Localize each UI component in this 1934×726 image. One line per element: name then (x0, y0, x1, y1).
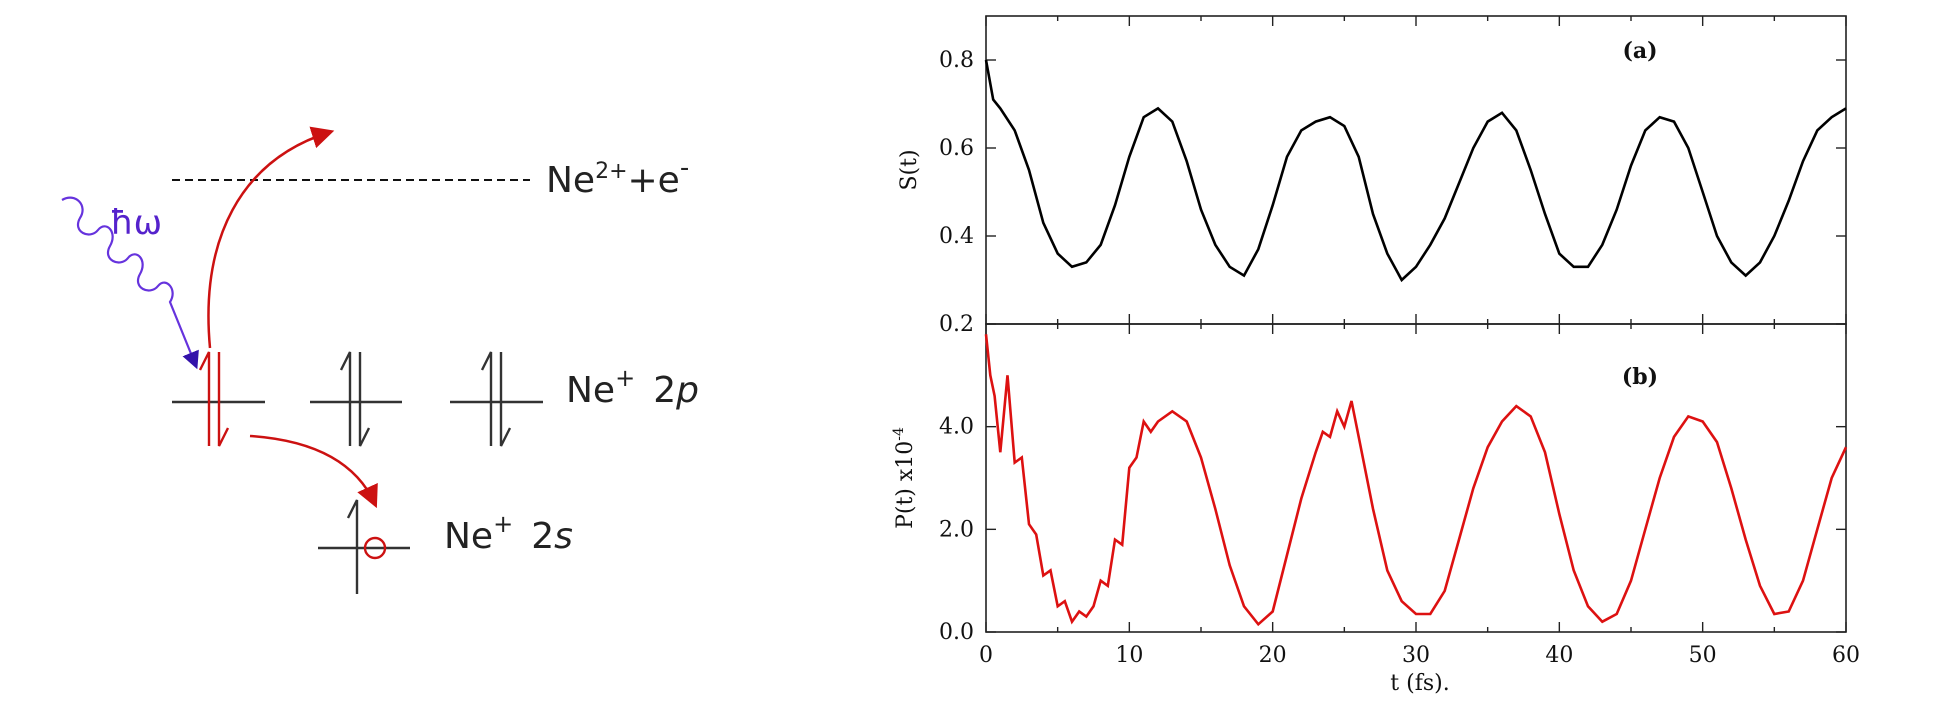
y-tick-label: 0.8 (939, 48, 974, 73)
x-tick-label: 20 (1259, 643, 1287, 668)
continuum-join: +e (628, 160, 680, 201)
panel-b-ytick-labels: 0.0 2.0 4.0 (939, 415, 974, 645)
panel-b-series-line (984, 334, 1848, 627)
panel-b-xlabel: t (fs). (1390, 671, 1449, 696)
continuum-base: Ne (546, 160, 595, 201)
panel-b-frame (985, 323, 1847, 633)
y-tick-label: 0.4 (939, 224, 974, 249)
panel-a: 0.2 0.4 0.6 0.8 (a) S(t) (897, 15, 1847, 337)
x-tick-label: 10 (1115, 643, 1143, 668)
plot-panels: 0.2 0.4 0.6 0.8 (a) S(t) 0.0 2.0 4.0 0 10 20 30 4… (891, 15, 1860, 696)
level-2s-orbital-letter: s (554, 516, 573, 557)
panel-b-ylabel: P(t) x10-4 (891, 427, 918, 529)
level-2s-orbital-num: 2 (531, 516, 554, 557)
x-tick-label: 40 (1545, 643, 1573, 668)
photon-label: ħω (110, 203, 162, 243)
spin-down-arrow-icon (217, 352, 230, 447)
level-2s-base: Ne (444, 516, 493, 557)
level-2p-orbital-letter: p (675, 370, 699, 411)
x-tick-label: 60 (1832, 643, 1860, 668)
panel-b: 0.0 2.0 4.0 0 10 20 30 40 50 60 (b) P(t) x10-4 t… (891, 323, 1860, 696)
y-tick-label: 4.0 (939, 415, 974, 440)
level-2p-orbital-num: 2 (653, 370, 676, 411)
hole-transfer-arrow-icon (249, 434, 378, 509)
x-tick-label: 50 (1689, 643, 1717, 668)
spin-up-arrow-icon (198, 351, 211, 446)
panel-a-series-line (984, 59, 1847, 283)
y-tick-label: 0.2 (939, 312, 974, 337)
panel-a-ticks (985, 16, 1847, 325)
spin-down-arrow-icon (499, 352, 512, 447)
panel-a-frame (985, 15, 1847, 325)
energy-level-diagram: Ne2++e- ħω Ne+ 2p Ne+ 2s (61, 126, 699, 594)
panel-a-ylabel: S(t) (897, 149, 922, 190)
panel-b-ticks (985, 324, 1847, 633)
continuum-label: Ne2++e- (546, 153, 689, 201)
spin-up-arrow-icon (480, 351, 493, 446)
spin-up-arrow-icon (346, 499, 359, 594)
wavy-photon-arrow-icon (61, 196, 199, 370)
level-2p-base: Ne (566, 370, 615, 411)
level-2s-label: Ne+ 2s (444, 510, 573, 557)
hole-circle-icon (363, 536, 387, 560)
ionization-arrow-icon (207, 126, 335, 349)
spin-down-arrow-icon (358, 352, 371, 447)
spin-up-arrow-icon (339, 351, 352, 446)
panel-a-label: (a) (1622, 38, 1657, 64)
y-tick-label: 0.0 (939, 620, 974, 645)
panel-b-ylabel-exponent: -4 (891, 427, 907, 441)
y-tick-label: 0.6 (939, 136, 974, 161)
panel-a-ytick-labels: 0.2 0.4 0.6 0.8 (939, 48, 974, 337)
electron-charge: - (680, 153, 689, 183)
continuum-charge: 2+ (595, 159, 627, 184)
y-tick-label: 2.0 (939, 517, 974, 542)
level-2s-charge: + (493, 510, 513, 538)
panel-b-xtick-labels: 0 10 20 30 40 50 60 (979, 643, 1860, 668)
panel-b-label: (b) (1622, 364, 1658, 390)
panel-b-ylabel-text: P(t) x10 (893, 441, 918, 529)
level-2p-label: Ne+ 2p (566, 364, 699, 411)
x-tick-label: 30 (1402, 643, 1430, 668)
x-tick-label: 0 (979, 643, 993, 668)
level-2p-charge: + (615, 364, 635, 392)
